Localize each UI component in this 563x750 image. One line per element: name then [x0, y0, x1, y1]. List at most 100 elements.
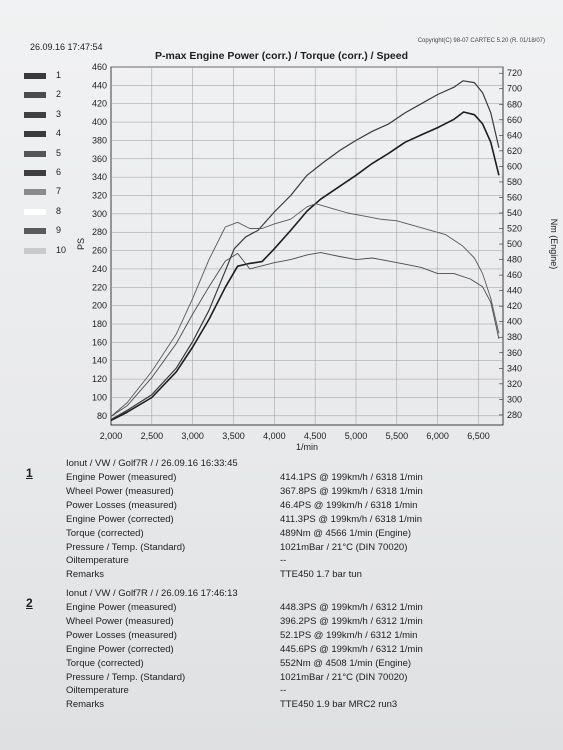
y-right-tick-label: 480: [507, 255, 522, 265]
y-left-tick-label: 120: [92, 374, 107, 384]
series-line-power-1: [110, 111, 500, 422]
y-right-tick-label: 520: [507, 224, 522, 234]
result-row: Engine Power (corrected) 411.3PS @ 199km/…: [66, 514, 536, 528]
result-label: Oiltemperature: [66, 555, 129, 567]
y-left-tick-label: 240: [92, 264, 107, 274]
result-value: 552Nm @ 4508 1/min (Engine): [280, 657, 412, 669]
y-right-tick-label: 540: [507, 208, 522, 218]
y-left-tick-label: 180: [92, 319, 107, 329]
y-right-tick-label: 500: [507, 239, 522, 249]
legend-label: 1: [56, 70, 62, 80]
result-row: Torque (corrected) 552Nm @ 4508 1/min (En…: [66, 658, 536, 672]
x-tick-label: 4,000: [263, 431, 286, 441]
y-left-tick-label: 220: [92, 282, 107, 292]
y-left-tick-label: 420: [92, 99, 107, 109]
result-row: Wheel Power (measured) 396.2PS @ 199km/h …: [66, 616, 536, 630]
legend-swatch: [24, 228, 46, 235]
legend-swatch: [24, 247, 46, 254]
legend-item: 8: [24, 206, 84, 218]
y-right-tick-label: 440: [507, 286, 522, 296]
result-row: Oiltemperature --: [66, 685, 536, 699]
y-left-axis-label: PS: [76, 238, 86, 250]
result-label: Power Losses (measured): [66, 499, 177, 511]
y-right-tick-label: 460: [507, 270, 522, 280]
legend-item: 3: [24, 109, 84, 121]
x-tick-label: 5,500: [386, 431, 409, 441]
y-right-tick-label: 300: [507, 394, 522, 404]
result-row: Remarks TTE450 1.9 bar MRC2 run3: [66, 699, 536, 713]
legend-label: 3: [56, 108, 62, 119]
y-left-tick-label: 200: [92, 301, 107, 311]
y-left-tick-label: 320: [92, 191, 107, 201]
result-value: TTE450 1.7 bar tun: [280, 569, 362, 581]
result-label: Engine Power (corrected): [66, 513, 174, 525]
series-line-torque-2: [110, 203, 500, 417]
legend-swatch: [24, 92, 46, 99]
y-left-tick-label: 160: [92, 337, 107, 347]
y-right-tick-label: 700: [507, 84, 522, 94]
x-tick-label: 4,500: [304, 431, 327, 441]
result-value: 448.3PS @ 199km/h / 6312 1/min: [280, 602, 423, 613]
legend-swatch: [24, 150, 46, 157]
result-value: --: [280, 685, 287, 697]
x-tick-label: 5,000: [345, 431, 368, 441]
y-right-tick-label: 600: [507, 161, 522, 171]
legend-label: 7: [56, 186, 62, 197]
result-row: Power Losses (measured) 52.1PS @ 199km/h …: [66, 630, 536, 644]
result-label: Oiltemperature: [66, 685, 129, 697]
y-left-tick-label: 440: [92, 80, 107, 90]
x-tick-label: 2,000: [100, 431, 123, 441]
result-value: 396.2PS @ 199km/h / 6312 1/min: [280, 615, 423, 627]
y-right-tick-label: 340: [507, 363, 522, 373]
legend-swatch: [24, 170, 46, 176]
y-left-tick-label: 260: [92, 246, 107, 256]
run-title: Ionut / VW / Golf7R / / 26.09.16 16:33:4…: [66, 458, 238, 469]
y-right-tick-label: 620: [507, 146, 522, 156]
legend-item: 6: [24, 167, 84, 179]
x-tick-label: 3,500: [222, 431, 245, 441]
run-title: Ionut / VW / Golf7R / / 26.09.16 17:46:1…: [66, 588, 238, 599]
legend-item: 2: [24, 89, 84, 101]
y-left-tick-label: 340: [92, 172, 107, 182]
result-value: 1021mBar / 21°C (DIN 70020): [280, 541, 408, 553]
legend-label: 5: [56, 147, 62, 158]
legend-swatch: [24, 111, 46, 118]
y-right-tick-label: 580: [507, 177, 522, 187]
result-value: 1021mBar / 21°C (DIN 70020): [280, 671, 408, 683]
run-number: 2: [26, 596, 33, 610]
y-right-axis-label: Nm (Engine): [549, 219, 559, 270]
result-label: Torque (corrected): [66, 527, 144, 539]
result-value: 411.3PS @ 199km/h / 6318 1/min: [280, 513, 423, 525]
y-left-tick-label: 140: [92, 356, 107, 366]
print-date: 26.09.16 17:47:54: [30, 42, 103, 52]
x-tick-label: 2,500: [141, 431, 164, 441]
legend-swatch: [24, 73, 46, 79]
y-right-tick-label: 660: [507, 115, 522, 125]
y-left-tick-label: 100: [92, 392, 107, 402]
result-row: Remarks TTE450 1.7 bar tun: [66, 569, 536, 583]
result-label: Engine Power (measured): [66, 472, 177, 483]
result-label: Engine Power (measured): [66, 602, 177, 613]
legend-label: 4: [56, 128, 62, 139]
result-row: Pressure / Temp. (Standard) 1021mBar / 21…: [66, 542, 536, 556]
legend-item: 1: [24, 70, 84, 82]
result-row: Wheel Power (measured) 367.8PS @ 199km/h …: [66, 486, 536, 500]
result-label: Power Losses (measured): [66, 629, 177, 641]
legend-item: 10: [24, 245, 84, 257]
result-value: 367.8PS @ 199km/h / 6318 1/min: [280, 485, 423, 497]
legend-label: 6: [56, 167, 62, 177]
result-row: Power Losses (measured) 46.4PS @ 199km/h …: [66, 500, 536, 514]
result-row: Pressure / Temp. (Standard) 1021mBar / 21…: [66, 672, 536, 686]
result-value: 445.6PS @ 199km/h / 6312 1/min: [280, 643, 423, 655]
legend-item: 7: [24, 186, 84, 198]
legend-swatch: [24, 189, 46, 196]
result-value: 46.4PS @ 199km/h / 6318 1/min: [280, 499, 418, 511]
result-value: --: [280, 555, 287, 567]
result-label: Pressure / Temp. (Standard): [66, 671, 186, 683]
y-right-tick-label: 380: [507, 332, 522, 342]
result-row: Oiltemperature --: [66, 555, 536, 569]
result-label: Engine Power (corrected): [66, 643, 174, 655]
y-left-tick-label: 380: [92, 135, 107, 145]
x-tick-label: 3,000: [181, 431, 204, 441]
result-label: Torque (corrected): [66, 657, 144, 669]
